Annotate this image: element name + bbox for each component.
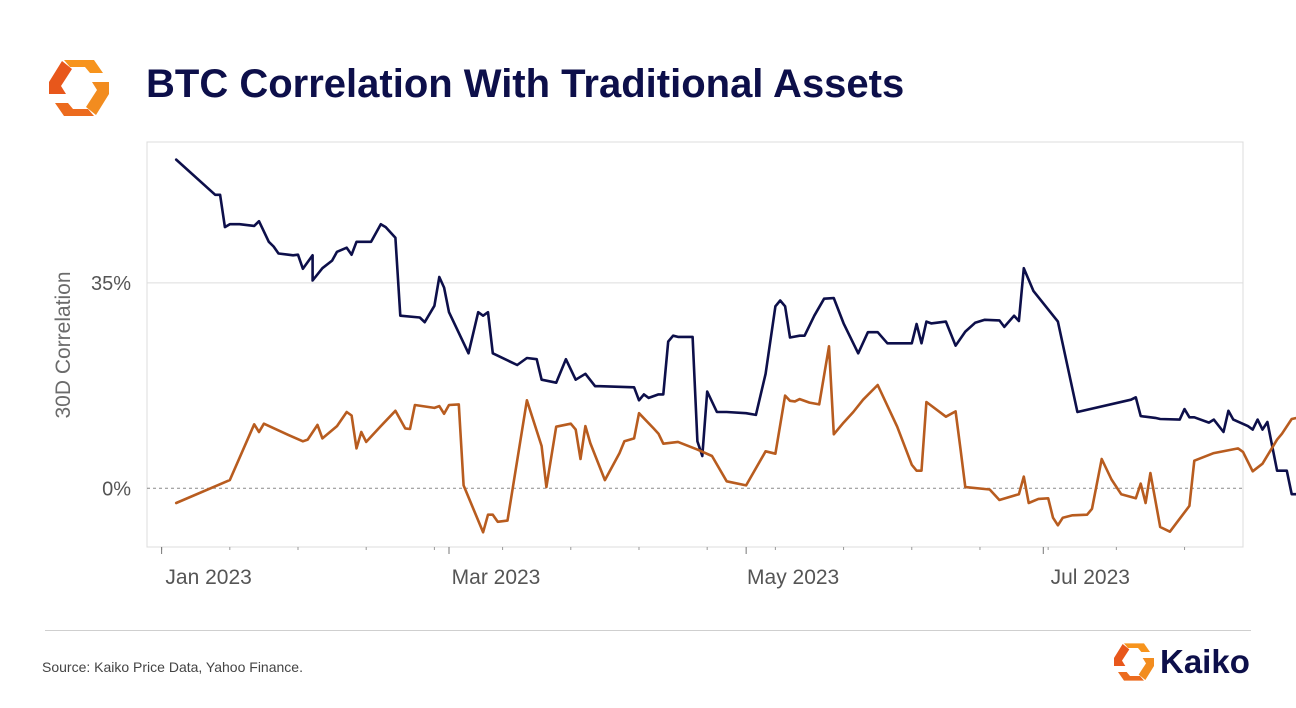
x-tick-label: Jul 2023 — [1051, 566, 1130, 589]
x-tick-label: Mar 2023 — [452, 566, 541, 589]
series-line-s-p500 — [174, 158, 1296, 496]
x-tick-label: May 2023 — [747, 566, 839, 589]
plot-area-frame — [146, 141, 1244, 548]
page-title: BTC Correlation With Traditional Assets — [146, 62, 905, 106]
footer-divider — [45, 630, 1251, 631]
x-tick-label: Jan 2023 — [165, 566, 251, 589]
source-note: Source: Kaiko Price Data, Yahoo Finance. — [42, 659, 303, 675]
brand-name: Kaiko — [1160, 643, 1250, 680]
kaiko-brand-logo-icon — [1114, 643, 1154, 681]
kaiko-logo-icon — [49, 60, 109, 116]
series-line-bonds — [174, 345, 1296, 534]
y-tick-label: 35% — [91, 273, 131, 295]
y-axis-label: 30D Correlation — [52, 271, 75, 418]
y-tick-label: 0% — [102, 478, 131, 500]
